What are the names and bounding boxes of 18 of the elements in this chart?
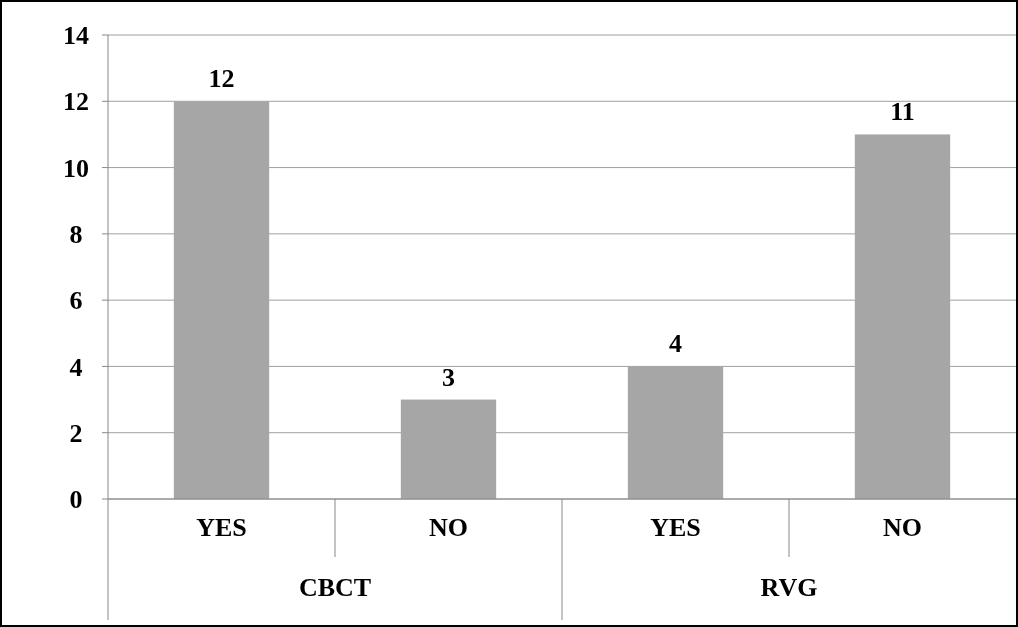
y-tick-label: 4: [69, 352, 83, 382]
text: CBCT: [298, 573, 372, 602]
data-label: 11: [890, 97, 915, 127]
y-tick-label: 2: [69, 418, 83, 448]
y-tick-label: 14: [63, 21, 89, 51]
data-label: 3: [442, 362, 455, 392]
text: RVG: [760, 573, 818, 602]
y-tick-label: 10: [63, 153, 89, 183]
y-tick-label: 8: [69, 219, 83, 249]
x-tick-label: NO: [883, 513, 922, 542]
y-tick-label: 6: [69, 286, 83, 316]
x-tick-label: NO: [429, 513, 468, 542]
y-tick-label: 0: [69, 485, 83, 515]
y-tick-label: 12: [63, 87, 89, 117]
x-tick-label: YES: [196, 513, 247, 542]
x-tick-label: YES: [650, 513, 701, 542]
data-label: 12: [208, 64, 235, 94]
data-label: 4: [669, 329, 682, 359]
